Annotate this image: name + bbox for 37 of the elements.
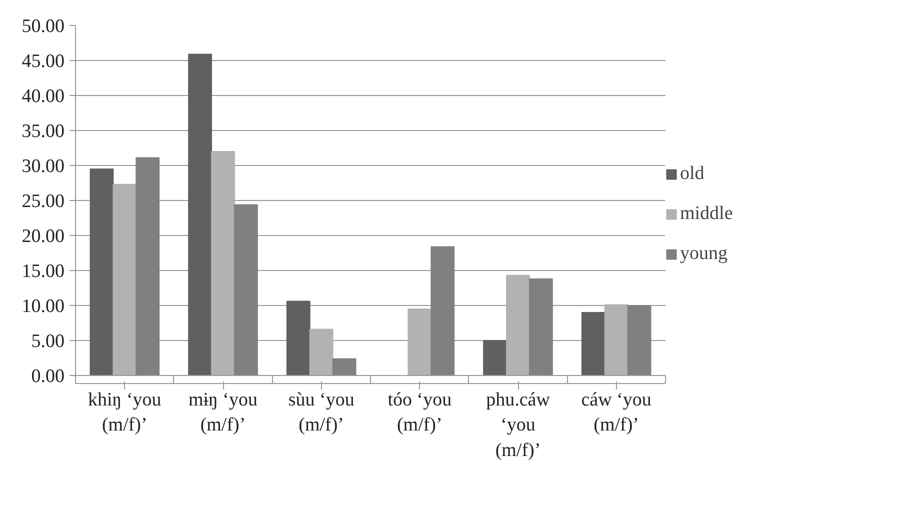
legend-label: young <box>680 243 728 265</box>
y-tick-label: 20.00 <box>22 226 64 247</box>
y-tick-label: 15.00 <box>22 261 64 282</box>
y-tick-label: 10.00 <box>22 296 64 317</box>
y-tick-label: 35.00 <box>22 121 64 142</box>
bar <box>234 204 258 376</box>
bar <box>309 328 334 376</box>
bar <box>332 358 356 376</box>
bar <box>604 304 628 376</box>
y-tick-label: 5.00 <box>31 331 64 352</box>
bar <box>112 184 137 376</box>
y-tick-label: 50.00 <box>22 16 64 37</box>
y-tick-label: 40.00 <box>22 86 64 107</box>
y-tick-label: 0.00 <box>31 366 64 387</box>
x-tick-label: cáw ‘you (m/f)’ <box>581 390 652 436</box>
bar <box>286 300 310 376</box>
y-tick-label: 45.00 <box>22 51 64 72</box>
bar <box>528 278 553 376</box>
x-tick-label: tóo ‘you (m/f)’ <box>388 390 452 436</box>
x-tick-label: sùu ‘you (m/f)’ <box>288 390 355 436</box>
bar <box>136 157 160 376</box>
bar <box>430 246 455 376</box>
x-tick-label: mɨŋ ‘you (m/f)’ <box>188 390 258 436</box>
bar <box>581 312 606 376</box>
bar <box>188 54 212 376</box>
legend-label: old <box>680 163 704 185</box>
bar <box>483 340 508 376</box>
y-tick-label: 25.00 <box>22 191 64 212</box>
bar <box>627 305 652 376</box>
x-tick-label: phu.cáw ‘you (m/f)’ <box>486 390 550 461</box>
x-tick-label: khiŋ ‘you (m/f)’ <box>88 390 162 436</box>
bar <box>90 168 114 376</box>
bar <box>211 151 235 376</box>
y-tick-label: 30.00 <box>22 156 64 177</box>
legend-label: middle <box>680 203 733 225</box>
bar <box>408 308 432 376</box>
bar <box>506 274 530 376</box>
